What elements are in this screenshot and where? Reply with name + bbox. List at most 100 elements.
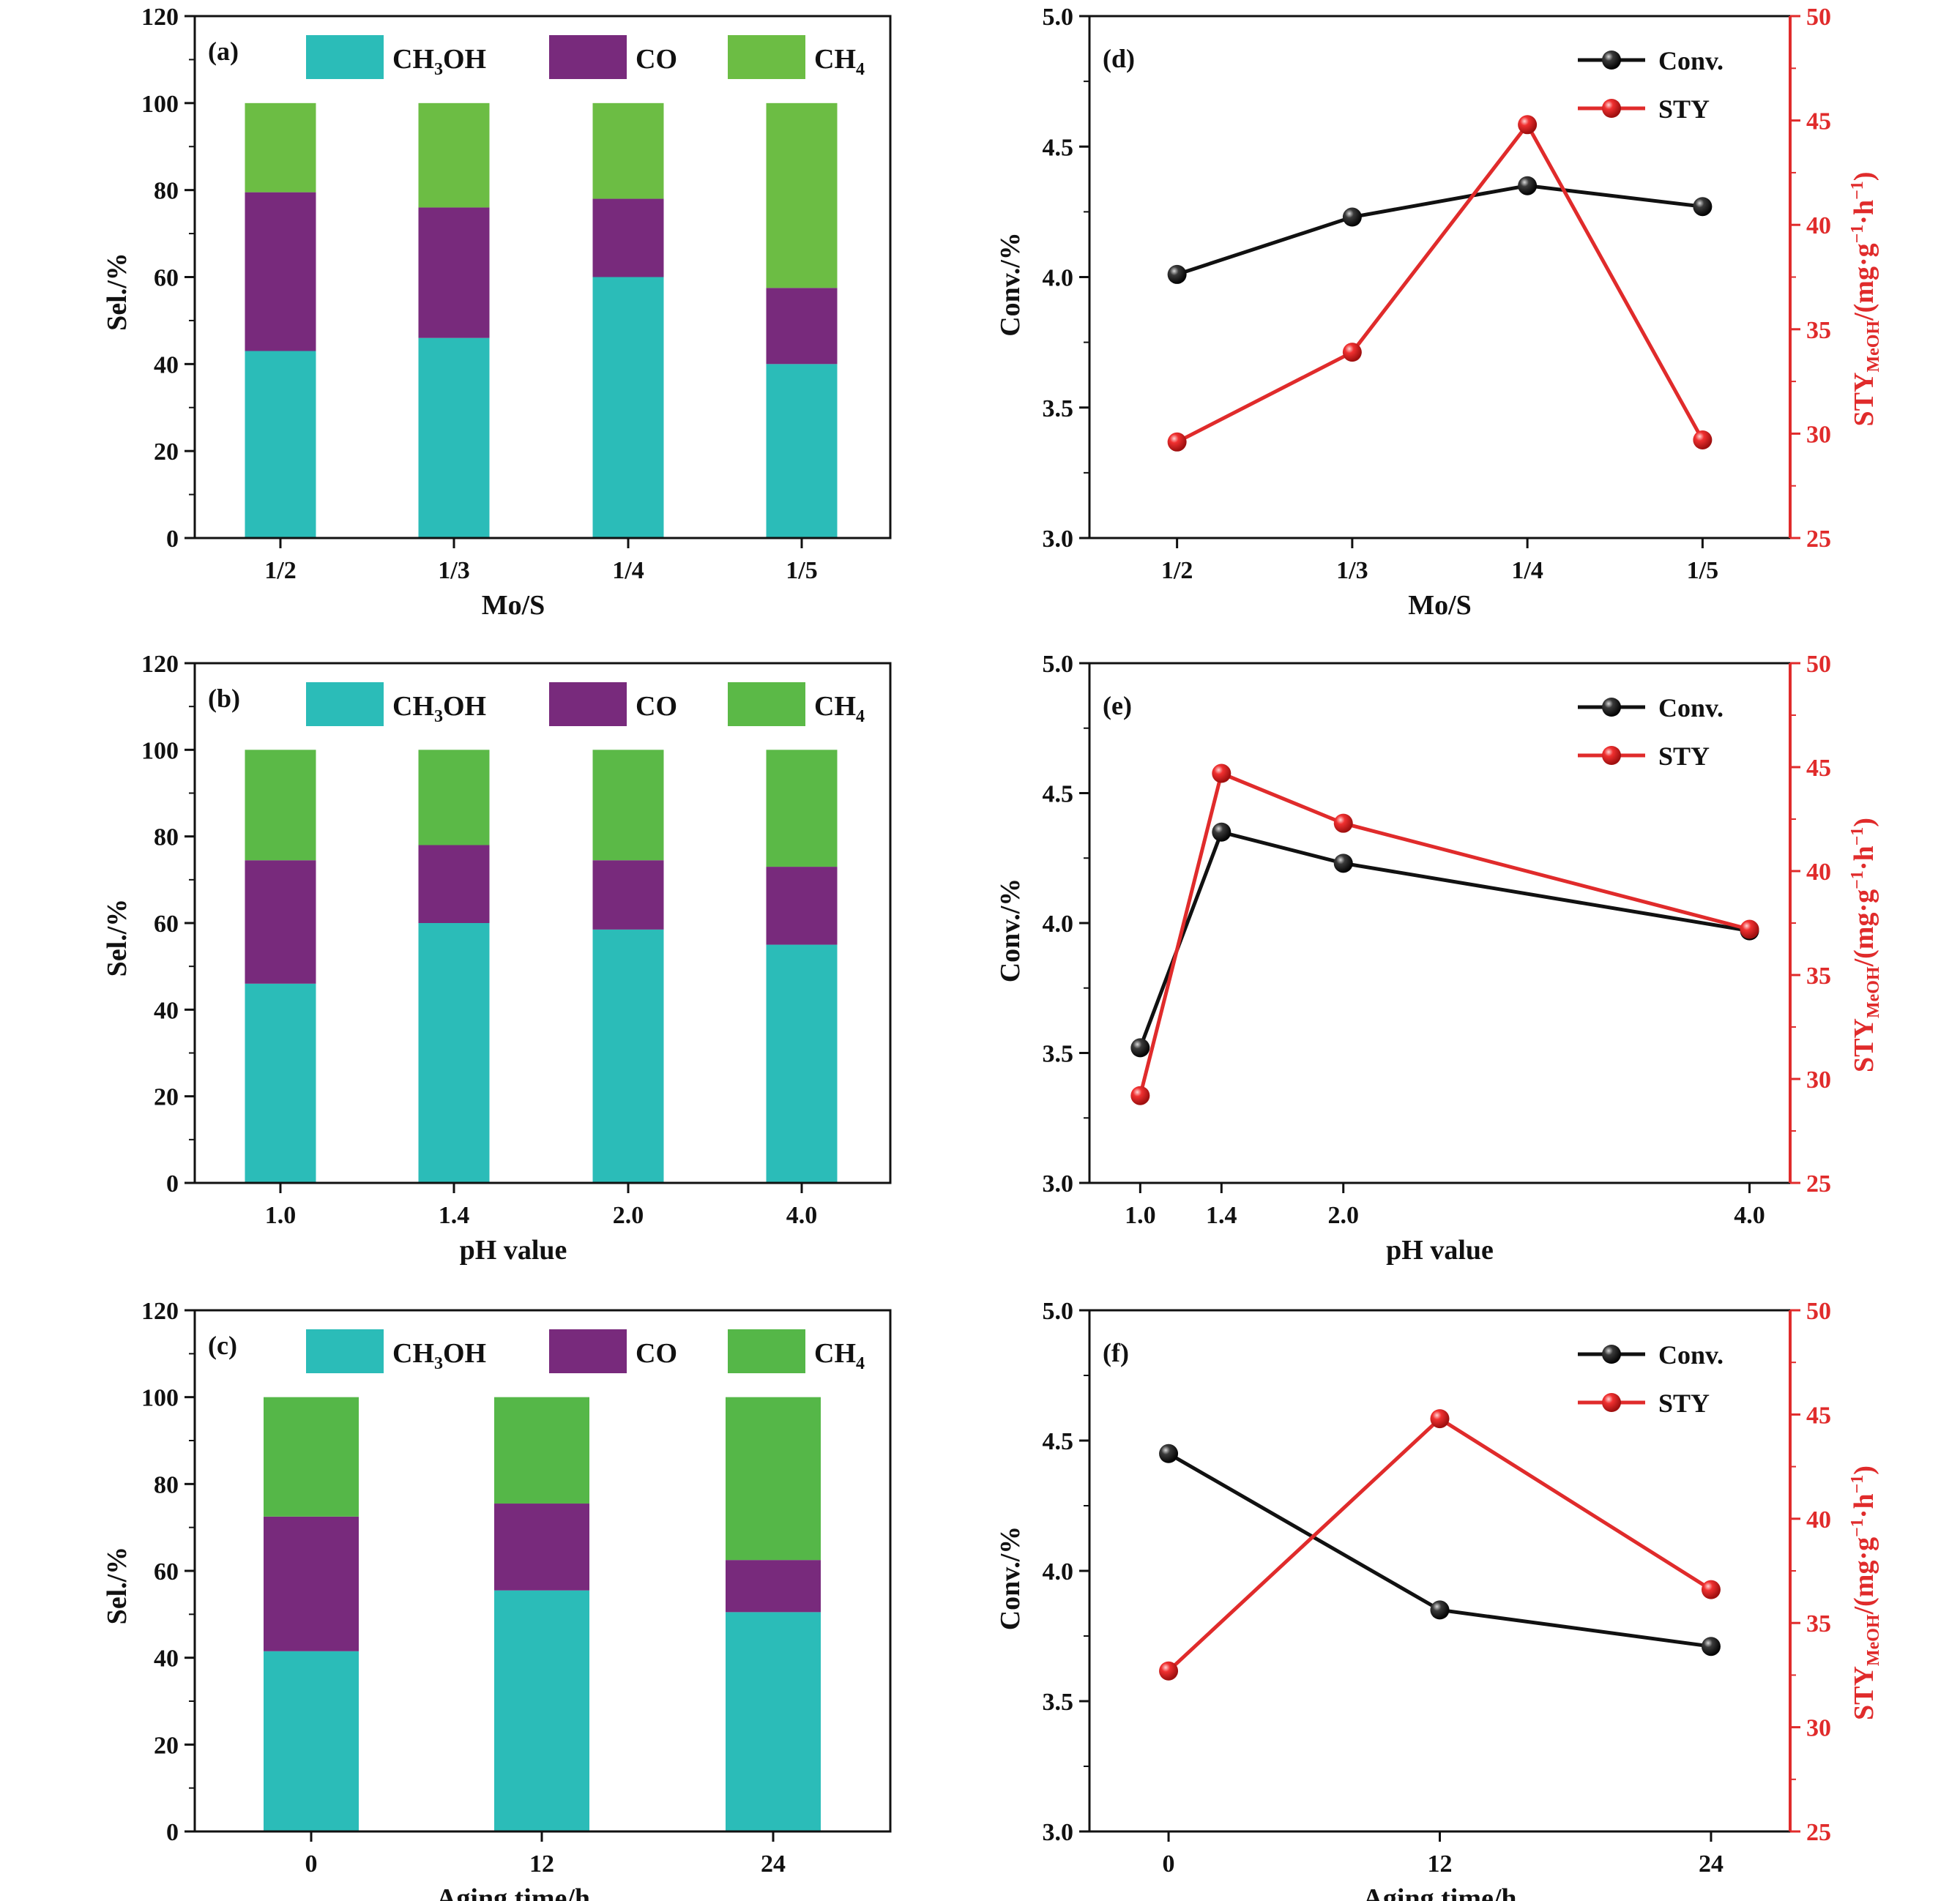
y2-tick-label: 50 <box>1806 651 1831 678</box>
y-axis-label: Sel./% <box>102 1547 133 1625</box>
panel-b-selectivity-ph: 0 20 40 60 80 100 120 1.0 1.4 2.0 4.0 pH value Sel./… <box>102 651 892 1266</box>
y-tick-label: 20 <box>154 1732 179 1759</box>
legend-marker-conv <box>1602 1345 1621 1364</box>
series-line-sty <box>1138 771 1751 1097</box>
legend-label-conv: Conv. <box>1658 46 1724 75</box>
y-tick-label: 80 <box>154 178 179 205</box>
x-tick-label: 12 <box>529 1850 554 1878</box>
y2-axis-label: STYMeOH/(mg·g−1·h−1) <box>1848 172 1883 427</box>
x-tick-label: 0 <box>1163 1850 1175 1878</box>
y-tick-label: 4.5 <box>1043 134 1074 161</box>
bar-ch3oh-1_4 <box>418 923 490 1183</box>
marker-sty-2 <box>1518 115 1538 135</box>
panel-a-selectivity-mo-s: 0 20 40 60 80 100 120 1/2 1/3 1/4 1/5 Mo/S Sel./% (a)… <box>102 4 892 621</box>
bar-co-12 <box>494 1504 589 1591</box>
bar-co-4_0 <box>766 867 838 945</box>
bar-ch3oh-2_0 <box>592 929 664 1183</box>
marker-sty-3 <box>1693 430 1713 449</box>
y-tick-label: 3.0 <box>1043 1819 1074 1846</box>
panel-e-conversion-sty-ph: 3.0 3.5 4.0 4.5 5.0 25 30 35 40 45 50 1.0 1.4 2.0 4.0 p… <box>995 651 1883 1266</box>
y-tick-label: 120 <box>141 651 179 678</box>
legend-label-conv: Conv. <box>1658 1340 1724 1370</box>
bar-ch3oh-1_3 <box>418 337 490 538</box>
y-axis-label: Conv./% <box>995 1526 1026 1631</box>
x-axis-label: Aging time/h <box>436 1883 590 1901</box>
y2-tick-label: 40 <box>1806 1506 1831 1534</box>
bar-co-1_3 <box>418 207 490 338</box>
marker-sty-0 <box>1130 1086 1150 1105</box>
legend-label-sty: STY <box>1658 94 1710 124</box>
bar-ch3oh-1_5 <box>766 364 838 538</box>
x-tick-label: 1/3 <box>1336 557 1368 584</box>
y-tick-label: 100 <box>141 1385 179 1412</box>
x-tick-label: 1.0 <box>265 1202 297 1229</box>
panel-label: (c) <box>208 1331 237 1360</box>
bar-ch4-24 <box>726 1397 821 1561</box>
marker-conv-2 <box>1333 854 1353 873</box>
x-tick-label: 12 <box>1428 1850 1453 1878</box>
bar-ch4-1_3 <box>418 102 490 208</box>
bar-co-24 <box>726 1560 821 1613</box>
y-tick-label: 3.0 <box>1043 1170 1074 1198</box>
bar-ch4-1_4 <box>592 102 664 199</box>
bar-co-1_5 <box>766 288 838 365</box>
legend-marker-sty <box>1602 99 1621 118</box>
legend-label-co: CO <box>636 44 677 75</box>
series-line-conv <box>1176 184 1703 277</box>
y-tick-label: 40 <box>154 351 179 378</box>
legend-label-conv: Conv. <box>1658 693 1724 722</box>
marker-sty-2 <box>1333 813 1353 833</box>
y-tick-label: 120 <box>141 1298 179 1325</box>
series-line-sty <box>1167 1416 1713 1673</box>
x-tick-label: 1.0 <box>1125 1202 1156 1229</box>
y2-tick-label: 30 <box>1806 1067 1831 1094</box>
x-tick-label: 1/3 <box>438 557 469 584</box>
y-tick-label: 40 <box>154 1646 179 1673</box>
legend-label-ch4: CH4 <box>814 691 865 726</box>
bar-co-0 <box>264 1516 359 1651</box>
marker-sty-0 <box>1167 432 1187 452</box>
legend-swatch-co <box>549 35 627 79</box>
bar-ch3oh-24 <box>726 1612 821 1831</box>
y2-tick-label: 40 <box>1806 212 1831 239</box>
marker-conv-0 <box>1167 264 1187 284</box>
y-axis-label: Sel./% <box>102 253 133 331</box>
x-axis-label: pH value <box>460 1235 567 1266</box>
legend-swatch-ch4 <box>728 35 805 79</box>
legend-swatch-ch3oh <box>306 682 384 726</box>
panel-c-selectivity-aging: 0 20 40 60 80 100 120 0 12 24 Aging time/h Sel./% (c… <box>102 1298 892 1901</box>
bar-ch3oh-1_0 <box>245 983 316 1183</box>
x-tick-label: 24 <box>1699 1850 1724 1878</box>
marker-conv-0 <box>1130 1038 1150 1058</box>
legend-label-ch3oh: CH3OH <box>392 1338 486 1373</box>
y2-tick-label: 45 <box>1806 108 1831 135</box>
legend-label-ch3oh: CH3OH <box>392 691 486 726</box>
y-tick-label: 4.0 <box>1043 911 1074 938</box>
marker-sty-3 <box>1740 919 1759 939</box>
x-tick-label: 2.0 <box>613 1202 644 1229</box>
bar-co-1_4 <box>592 198 664 277</box>
y2-tick-label: 40 <box>1806 859 1831 886</box>
panel-label: (d) <box>1103 44 1135 73</box>
y-tick-label: 60 <box>154 1558 179 1586</box>
y2-tick-label: 50 <box>1806 1298 1831 1325</box>
x-tick-label: 1/4 <box>1511 557 1543 584</box>
marker-conv-3 <box>1693 197 1713 217</box>
y-tick-label: 80 <box>154 1471 179 1498</box>
y-tick-label: 60 <box>154 911 179 938</box>
x-tick-label: 0 <box>305 1850 318 1878</box>
y-tick-label: 4.5 <box>1043 781 1074 808</box>
marker-conv-1 <box>1342 207 1362 227</box>
legend-label-ch3oh: CH3OH <box>392 44 486 79</box>
panel-label: (e) <box>1103 691 1132 720</box>
x-tick-label: 4.0 <box>786 1202 818 1229</box>
legend-swatch-ch4 <box>728 682 805 726</box>
panel-d-conversion-sty-mo-s: 3.0 3.5 4.0 4.5 5.0 25 30 35 40 45 50 1/2 1/3 1/4 1/5 M… <box>995 4 1883 621</box>
y-tick-label: 5.0 <box>1043 4 1074 31</box>
legend-marker-conv <box>1602 698 1621 717</box>
x-axis-label: Aging time/h <box>1363 1883 1516 1901</box>
x-tick-label: 24 <box>761 1850 786 1878</box>
marker-sty-1 <box>1342 343 1362 362</box>
y-tick-label: 3.0 <box>1043 526 1074 553</box>
